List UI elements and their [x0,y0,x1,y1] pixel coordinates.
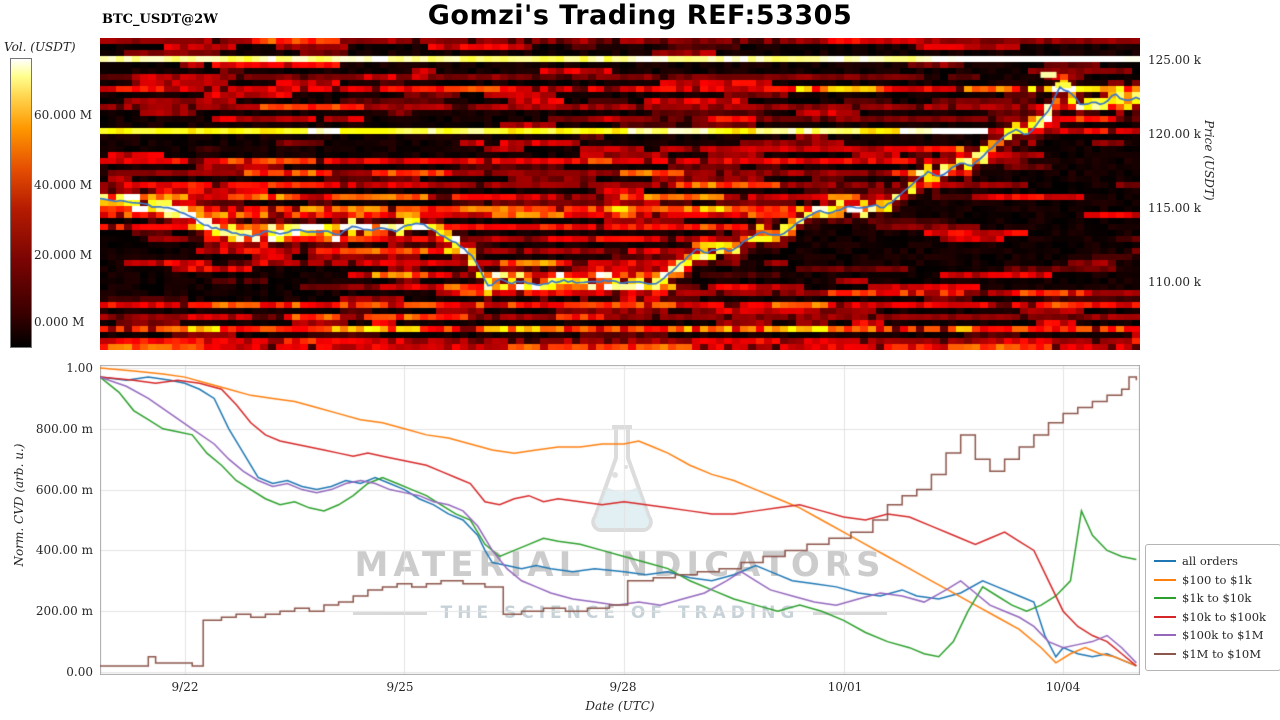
colorbar-tick: 0.000 M [34,315,85,329]
x-tick: 9/22 [171,680,199,694]
price-axis-label: Price (USDT) [1202,120,1216,201]
legend-item: $100 to $1k [1154,571,1272,590]
volume-colorbar [10,58,32,348]
symbol-label: BTC_USDT@2W [102,12,218,27]
cvd-legend: all orders $100 to $1k $1k to $10k $10k … [1145,544,1280,671]
x-tick: 9/28 [609,680,637,694]
price-tick: 125.00 k [1148,53,1202,67]
x-tick: 10/04 [1045,680,1081,694]
legend-swatch [1154,578,1176,581]
legend-item: $100k to $1M [1154,626,1272,645]
legend-swatch [1154,597,1176,600]
liquidity-heatmap-canvas [100,38,1140,350]
legend-item: $10k to $100k [1154,608,1272,627]
y-tick: 800.00 m [35,422,93,436]
legend-swatch [1154,634,1176,637]
legend-swatch [1154,615,1176,618]
cvd-chart-canvas [100,365,1140,675]
chart-title: Gomzi's Trading REF:53305 [427,0,853,31]
y-tick: 0.00 [66,665,93,679]
legend-label: $1M to $10M [1182,646,1261,661]
x-tick: 10/01 [827,680,863,694]
legend-swatch [1154,560,1176,563]
colorbar-label: Vol. (USDT) [4,40,76,54]
legend-label: $10k to $100k [1182,609,1267,624]
legend-label: $100 to $1k [1182,572,1252,587]
price-tick: 120.00 k [1148,127,1202,141]
legend-item: $1M to $10M [1154,645,1272,664]
date-axis-label: Date (UTC) [585,699,655,713]
y-tick: 1.00 [66,361,93,375]
x-tick: 9/25 [386,680,414,694]
legend-label: all orders [1182,554,1238,569]
legend-label: $1k to $10k [1182,591,1252,606]
colorbar-tick: 20.000 M [34,248,93,262]
legend-label: $100k to $1M [1182,628,1264,643]
legend-swatch [1154,652,1176,655]
colorbar-tick: 60.000 M [34,108,93,122]
y-tick: 400.00 m [35,543,93,557]
legend-item: all orders [1154,552,1272,571]
legend-item: $1k to $10k [1154,589,1272,608]
price-tick: 110.00 k [1148,275,1202,289]
cvd-y-axis-label: Norm. CVD (arb. u.) [12,443,26,567]
y-tick: 600.00 m [35,483,93,497]
colorbar-tick: 40.000 M [34,178,93,192]
y-tick: 200.00 m [35,604,93,618]
price-tick: 115.00 k [1148,201,1202,215]
